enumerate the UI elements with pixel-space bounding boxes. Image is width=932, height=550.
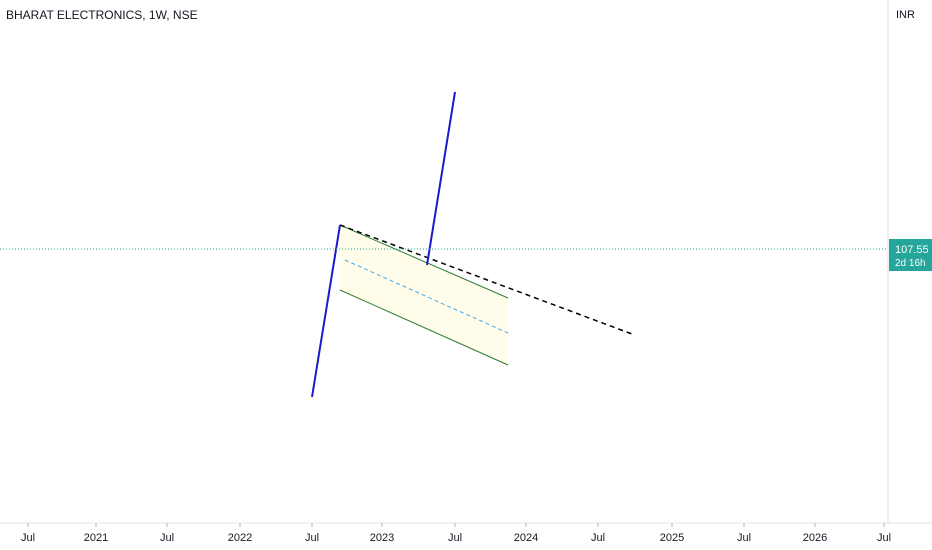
dashed-trendline: [339, 224, 633, 335]
time-tick-label: Jul: [160, 532, 174, 544]
projection-leg: [426, 91, 456, 266]
time-tick-label: 2021: [84, 532, 108, 544]
impulse-leg: [311, 224, 341, 398]
chart-title: BHARAT ELECTRONICS, 1W, NSE: [6, 8, 198, 22]
time-tick-label: 2023: [370, 532, 394, 544]
time-tick-label: 2026: [803, 532, 827, 544]
time-tick-label: Jul: [305, 532, 319, 544]
time-tick-label: 2022: [228, 532, 252, 544]
currency-label: INR: [896, 9, 915, 21]
drawings: [311, 91, 633, 398]
last-price-badge: 107.55 2d 16h: [0, 239, 932, 271]
time-tick-label: 2024: [514, 532, 538, 544]
time-tick-label: Jul: [737, 532, 751, 544]
price-badge-box: [889, 239, 932, 271]
time-tick-label: Jul: [21, 532, 35, 544]
price-badge-countdown: 2d 16h: [895, 258, 926, 269]
time-tick-label: Jul: [591, 532, 605, 544]
time-tick-label: 2025: [660, 532, 684, 544]
channel-upper-line: [339, 224, 509, 299]
time-axis[interactable]: Jul 2021 Jul 2022 Jul 2023 Jul 2024 Jul 2025 Jul 20…: [0, 522, 932, 544]
price-axis[interactable]: INR 170.00150.00130.00120.00110.00100.00…: [887, 0, 930, 523]
channel-lower-line: [339, 289, 509, 366]
channel-mid-line: [344, 259, 509, 334]
time-tick-label: Jul: [877, 532, 891, 544]
time-tick-label: Jul: [448, 532, 462, 544]
price-badge-value: 107.55: [895, 244, 929, 256]
